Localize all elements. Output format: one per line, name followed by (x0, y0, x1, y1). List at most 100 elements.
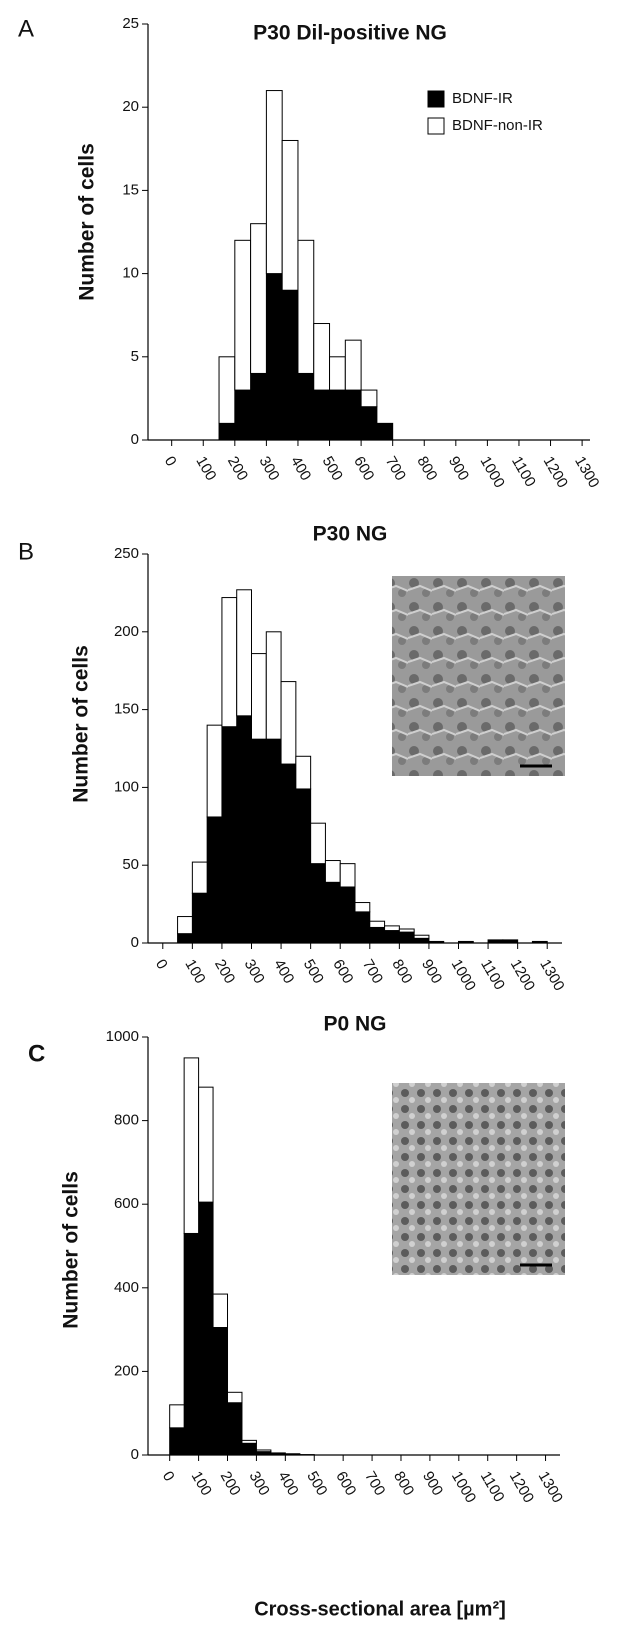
bar (234, 239, 252, 391)
bar (280, 763, 297, 944)
bar (206, 724, 223, 818)
y-axis-label: Number of cells (70, 645, 93, 803)
legend-label: BDNF-IR (452, 90, 513, 107)
bar (329, 389, 346, 441)
bar (183, 1057, 200, 1234)
bar (255, 1451, 272, 1456)
bar (191, 892, 208, 944)
x-tick-label: 1200 (506, 1468, 537, 1505)
x-tick-label: 100 (181, 956, 208, 986)
bar (236, 715, 252, 944)
x-tick-label: 600 (329, 956, 356, 986)
bar (169, 1427, 185, 1456)
y-tick-label: 0 (131, 934, 139, 951)
x-tick-label: 1100 (477, 956, 508, 992)
x-tick-label: 1200 (507, 956, 538, 993)
bar (227, 1391, 243, 1404)
x-tick-label: 900 (445, 453, 472, 483)
x-tick-label: 1100 (508, 453, 539, 489)
bar (398, 931, 415, 944)
x-tick-label: 1100 (477, 1468, 508, 1504)
x-tick-label: 1000 (448, 1468, 479, 1505)
bar (280, 681, 297, 765)
bar (241, 1439, 257, 1444)
bar (265, 90, 283, 275)
bar (384, 925, 400, 932)
bar (324, 860, 341, 883)
bar (250, 223, 267, 374)
x-tick-label: 1300 (536, 956, 567, 993)
x-tick-label: 600 (332, 1468, 359, 1498)
x-tick-label: 900 (419, 1468, 446, 1498)
y-tick-label: 400 (114, 1279, 139, 1296)
y-tick-label: 25 (122, 15, 139, 32)
x-tick-label: 300 (255, 453, 282, 483)
bar (212, 1293, 229, 1329)
x-tick-label: 1000 (448, 956, 479, 993)
bar (295, 788, 312, 944)
bar (234, 389, 252, 441)
bar (218, 356, 236, 424)
x-tick-label: 100 (188, 1468, 215, 1498)
y-tick-label: 5 (131, 348, 139, 365)
bar (344, 389, 362, 441)
bar (324, 881, 341, 944)
y-tick-label: 150 (114, 701, 139, 718)
bar (360, 406, 378, 441)
x-tick-label: 400 (287, 453, 314, 483)
y-axis-label: Number of cells (60, 1171, 83, 1329)
y-tick-label: 20 (122, 98, 139, 115)
x-tick-label: 700 (382, 453, 409, 483)
x-tick-label: 1000 (476, 453, 507, 490)
x-tick-label: 1200 (540, 453, 571, 490)
bar (339, 863, 356, 888)
x-tick-label: 300 (246, 1468, 273, 1498)
x-tick-label: 0 (152, 956, 171, 972)
x-tick-label: 200 (211, 956, 238, 986)
y-tick-label: 600 (114, 1195, 139, 1212)
inset-c (392, 1083, 565, 1275)
bar (218, 422, 236, 441)
bar (198, 1086, 214, 1203)
x-tick-label: 0 (159, 1468, 178, 1484)
bar (251, 738, 267, 944)
bar (281, 289, 299, 441)
bar (354, 902, 371, 913)
y-tick-label: 0 (131, 431, 139, 448)
bar (221, 726, 238, 944)
chart-title: P30 NG (313, 523, 388, 546)
bar (428, 940, 445, 944)
bar (206, 816, 223, 944)
y-tick-label: 10 (122, 265, 139, 282)
bar (413, 934, 430, 939)
panel-label: A (18, 15, 34, 42)
x-tick-label: 700 (359, 956, 386, 986)
bar (413, 937, 430, 944)
x-tick-label: 1300 (535, 1468, 566, 1505)
y-tick-label: 800 (114, 1112, 139, 1129)
y-axis-label: Number of cells (76, 143, 99, 301)
bar (265, 273, 283, 441)
bar (236, 589, 252, 717)
bar (310, 822, 326, 865)
x-tick-label: 900 (418, 956, 445, 986)
x-tick-label: 400 (274, 1468, 301, 1498)
x-tick-label: 500 (319, 453, 346, 483)
bar (221, 597, 238, 728)
bar (265, 631, 282, 740)
x-tick-label: 300 (241, 956, 268, 986)
bar (531, 940, 548, 944)
legend-swatch (427, 117, 445, 135)
y-tick-label: 0 (131, 1446, 139, 1463)
bar (384, 930, 400, 944)
y-tick-label: 100 (114, 778, 139, 795)
x-tick-label: 200 (217, 1468, 244, 1498)
bar (251, 653, 267, 740)
bar (191, 861, 208, 894)
bar (227, 1402, 243, 1456)
x-tick-label: 500 (300, 956, 327, 986)
x-tick-label: 200 (224, 453, 251, 483)
chart-title: P0 NG (323, 1013, 386, 1036)
bar (265, 738, 282, 944)
